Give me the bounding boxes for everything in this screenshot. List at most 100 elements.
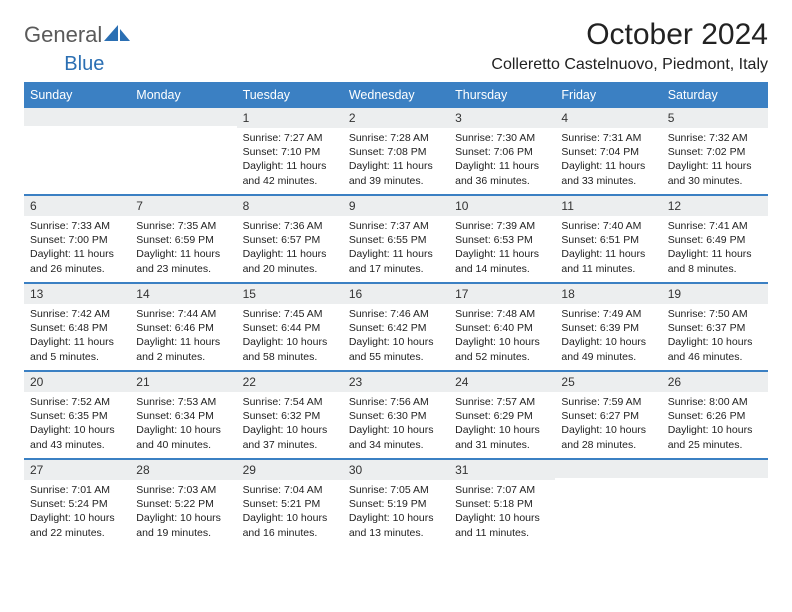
sunset-text: Sunset: 6:49 PM <box>668 233 762 247</box>
day-body: Sunrise: 7:53 AMSunset: 6:34 PMDaylight:… <box>130 392 236 456</box>
sunset-text: Sunset: 6:35 PM <box>30 409 124 423</box>
day-number: 10 <box>449 196 555 216</box>
daylight-line2: and 52 minutes. <box>455 350 549 364</box>
sunrise-text: Sunrise: 7:37 AM <box>349 219 443 233</box>
sunset-text: Sunset: 6:42 PM <box>349 321 443 335</box>
daylight-line1: Daylight: 11 hours <box>30 335 124 349</box>
day-body: Sunrise: 7:42 AMSunset: 6:48 PMDaylight:… <box>24 304 130 368</box>
sunset-text: Sunset: 6:51 PM <box>561 233 655 247</box>
calendar-cell: 4Sunrise: 7:31 AMSunset: 7:04 PMDaylight… <box>555 107 661 195</box>
sunset-text: Sunset: 5:22 PM <box>136 497 230 511</box>
day-body: Sunrise: 7:40 AMSunset: 6:51 PMDaylight:… <box>555 216 661 280</box>
calendar-table: Sunday Monday Tuesday Wednesday Thursday… <box>24 82 768 547</box>
daylight-line2: and 34 minutes. <box>349 438 443 452</box>
day-number: 11 <box>555 196 661 216</box>
calendar-cell: 7Sunrise: 7:35 AMSunset: 6:59 PMDaylight… <box>130 195 236 283</box>
daylight-line1: Daylight: 10 hours <box>349 511 443 525</box>
brand-name-part1: General <box>24 22 102 48</box>
day-number: 15 <box>237 284 343 304</box>
daylight-line1: Daylight: 11 hours <box>668 159 762 173</box>
sunrise-text: Sunrise: 7:59 AM <box>561 395 655 409</box>
sunrise-text: Sunrise: 7:44 AM <box>136 307 230 321</box>
daylight-line2: and 22 minutes. <box>30 526 124 540</box>
sunset-text: Sunset: 6:32 PM <box>243 409 337 423</box>
day-body: Sunrise: 7:44 AMSunset: 6:46 PMDaylight:… <box>130 304 236 368</box>
calendar-cell: 30Sunrise: 7:05 AMSunset: 5:19 PMDayligh… <box>343 459 449 547</box>
daylight-line2: and 11 minutes. <box>561 262 655 276</box>
sunset-text: Sunset: 5:24 PM <box>30 497 124 511</box>
sunrise-text: Sunrise: 7:31 AM <box>561 131 655 145</box>
day-number: 29 <box>237 460 343 480</box>
sunrise-text: Sunrise: 7:03 AM <box>136 483 230 497</box>
day-body: Sunrise: 7:27 AMSunset: 7:10 PMDaylight:… <box>237 128 343 192</box>
day-body: Sunrise: 7:52 AMSunset: 6:35 PMDaylight:… <box>24 392 130 456</box>
sunset-text: Sunset: 6:34 PM <box>136 409 230 423</box>
sunrise-text: Sunrise: 7:48 AM <box>455 307 549 321</box>
sunset-text: Sunset: 7:08 PM <box>349 145 443 159</box>
sunset-text: Sunset: 6:53 PM <box>455 233 549 247</box>
sunrise-text: Sunrise: 7:46 AM <box>349 307 443 321</box>
calendar-week: 6Sunrise: 7:33 AMSunset: 7:00 PMDaylight… <box>24 195 768 283</box>
daylight-line2: and 28 minutes. <box>561 438 655 452</box>
month-title: October 2024 <box>491 18 768 52</box>
sail-icon <box>104 23 130 48</box>
day-body: Sunrise: 7:30 AMSunset: 7:06 PMDaylight:… <box>449 128 555 192</box>
daylight-line1: Daylight: 11 hours <box>561 159 655 173</box>
sunrise-text: Sunrise: 7:41 AM <box>668 219 762 233</box>
calendar-cell: 11Sunrise: 7:40 AMSunset: 6:51 PMDayligh… <box>555 195 661 283</box>
daylight-line2: and 43 minutes. <box>30 438 124 452</box>
calendar-cell: 31Sunrise: 7:07 AMSunset: 5:18 PMDayligh… <box>449 459 555 547</box>
sunset-text: Sunset: 7:10 PM <box>243 145 337 159</box>
day-number: 5 <box>662 108 768 128</box>
daylight-line2: and 11 minutes. <box>455 526 549 540</box>
calendar-cell: 23Sunrise: 7:56 AMSunset: 6:30 PMDayligh… <box>343 371 449 459</box>
sunrise-text: Sunrise: 7:57 AM <box>455 395 549 409</box>
sunrise-text: Sunrise: 7:35 AM <box>136 219 230 233</box>
calendar-cell: 1Sunrise: 7:27 AMSunset: 7:10 PMDaylight… <box>237 107 343 195</box>
daylight-line1: Daylight: 11 hours <box>30 247 124 261</box>
sunset-text: Sunset: 5:18 PM <box>455 497 549 511</box>
calendar-cell: 19Sunrise: 7:50 AMSunset: 6:37 PMDayligh… <box>662 283 768 371</box>
day-number: 21 <box>130 372 236 392</box>
daylight-line2: and 2 minutes. <box>136 350 230 364</box>
sunrise-text: Sunrise: 7:42 AM <box>30 307 124 321</box>
sunrise-text: Sunrise: 7:36 AM <box>243 219 337 233</box>
daylight-line1: Daylight: 10 hours <box>30 423 124 437</box>
calendar-week: 20Sunrise: 7:52 AMSunset: 6:35 PMDayligh… <box>24 371 768 459</box>
daylight-line1: Daylight: 10 hours <box>561 423 655 437</box>
daylight-line1: Daylight: 10 hours <box>243 511 337 525</box>
sunrise-text: Sunrise: 7:27 AM <box>243 131 337 145</box>
day-number: 19 <box>662 284 768 304</box>
daylight-line1: Daylight: 10 hours <box>30 511 124 525</box>
day-header: Friday <box>555 83 661 107</box>
daylight-line1: Daylight: 10 hours <box>349 335 443 349</box>
daylight-line2: and 5 minutes. <box>30 350 124 364</box>
daylight-line2: and 16 minutes. <box>243 526 337 540</box>
sunrise-text: Sunrise: 7:04 AM <box>243 483 337 497</box>
daylight-line2: and 17 minutes. <box>349 262 443 276</box>
day-number: 27 <box>24 460 130 480</box>
daylight-line2: and 25 minutes. <box>668 438 762 452</box>
sunset-text: Sunset: 7:00 PM <box>30 233 124 247</box>
sunrise-text: Sunrise: 8:00 AM <box>668 395 762 409</box>
sunrise-text: Sunrise: 7:40 AM <box>561 219 655 233</box>
daylight-line2: and 26 minutes. <box>30 262 124 276</box>
daylight-line2: and 14 minutes. <box>455 262 549 276</box>
calendar-cell: 28Sunrise: 7:03 AMSunset: 5:22 PMDayligh… <box>130 459 236 547</box>
daylight-line2: and 49 minutes. <box>561 350 655 364</box>
day-body: Sunrise: 7:01 AMSunset: 5:24 PMDaylight:… <box>24 480 130 544</box>
daylight-line1: Daylight: 11 hours <box>136 247 230 261</box>
day-number: 20 <box>24 372 130 392</box>
day-body: Sunrise: 7:37 AMSunset: 6:55 PMDaylight:… <box>343 216 449 280</box>
day-body: Sunrise: 7:28 AMSunset: 7:08 PMDaylight:… <box>343 128 449 192</box>
day-number <box>662 460 768 478</box>
daylight-line1: Daylight: 11 hours <box>455 159 549 173</box>
daylight-line2: and 23 minutes. <box>136 262 230 276</box>
title-block: October 2024 Colleretto Castelnuovo, Pie… <box>491 18 768 80</box>
calendar-cell: 9Sunrise: 7:37 AMSunset: 6:55 PMDaylight… <box>343 195 449 283</box>
day-number: 2 <box>343 108 449 128</box>
day-number: 7 <box>130 196 236 216</box>
day-body: Sunrise: 7:54 AMSunset: 6:32 PMDaylight:… <box>237 392 343 456</box>
sunset-text: Sunset: 7:02 PM <box>668 145 762 159</box>
daylight-line1: Daylight: 10 hours <box>243 423 337 437</box>
